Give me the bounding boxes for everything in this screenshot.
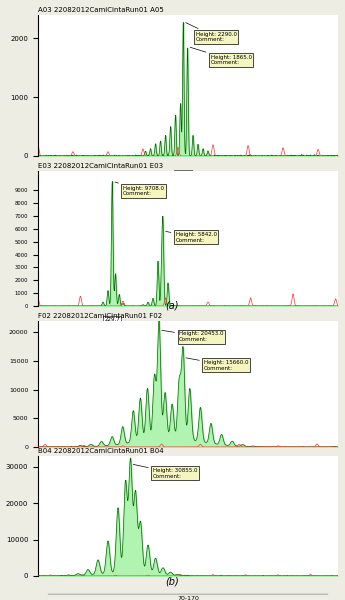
Text: 101.1: 101.1 <box>180 450 196 474</box>
Text: 70-120: 70-120 <box>179 491 201 497</box>
Text: Height: 2290.0
Comment:: Height: 2290.0 Comment: <box>186 23 237 43</box>
Text: (a): (a) <box>166 301 179 310</box>
Text: New Range 1: New Range 1 <box>172 214 214 218</box>
Text: 229.7: 229.7 <box>104 309 120 322</box>
Text: E03 22082012CamiCintaRun01 E03: E03 22082012CamiCintaRun01 E03 <box>38 163 163 169</box>
Text: Height: 30855.0
Comment:: Height: 30855.0 Comment: <box>133 464 197 479</box>
Text: B04 22082012CamiCintaRun01 B04: B04 22082012CamiCintaRun01 B04 <box>38 448 164 454</box>
Text: Height: 20453.0
Comment:: Height: 20453.0 Comment: <box>162 330 224 342</box>
Text: (b): (b) <box>166 577 179 587</box>
Text: 70-170: 70-170 <box>177 596 199 600</box>
Text: Height: 1865.0
Comment:: Height: 1865.0 Comment: <box>190 47 252 65</box>
Text: 258.1: 258.1 <box>175 159 191 176</box>
Text: 94.3: 94.3 <box>153 450 165 463</box>
Text: New Range 1: New Range 1 <box>172 360 214 365</box>
Text: Height: 5842.0
Comment:: Height: 5842.0 Comment: <box>166 232 217 243</box>
Text: Height: 15660.0
Comment:: Height: 15660.0 Comment: <box>186 358 248 371</box>
Text: F02 22082012CamiCintaRun01 F02: F02 22082012CamiCintaRun01 F02 <box>38 313 162 319</box>
Text: Height: 9708.0
Comment:: Height: 9708.0 Comment: <box>115 182 164 196</box>
Text: 248.0: 248.0 <box>156 309 172 335</box>
Text: A03 22082012CamiCintaRun01 A05: A03 22082012CamiCintaRun01 A05 <box>38 7 164 13</box>
Text: 259.8: 259.8 <box>184 159 200 190</box>
